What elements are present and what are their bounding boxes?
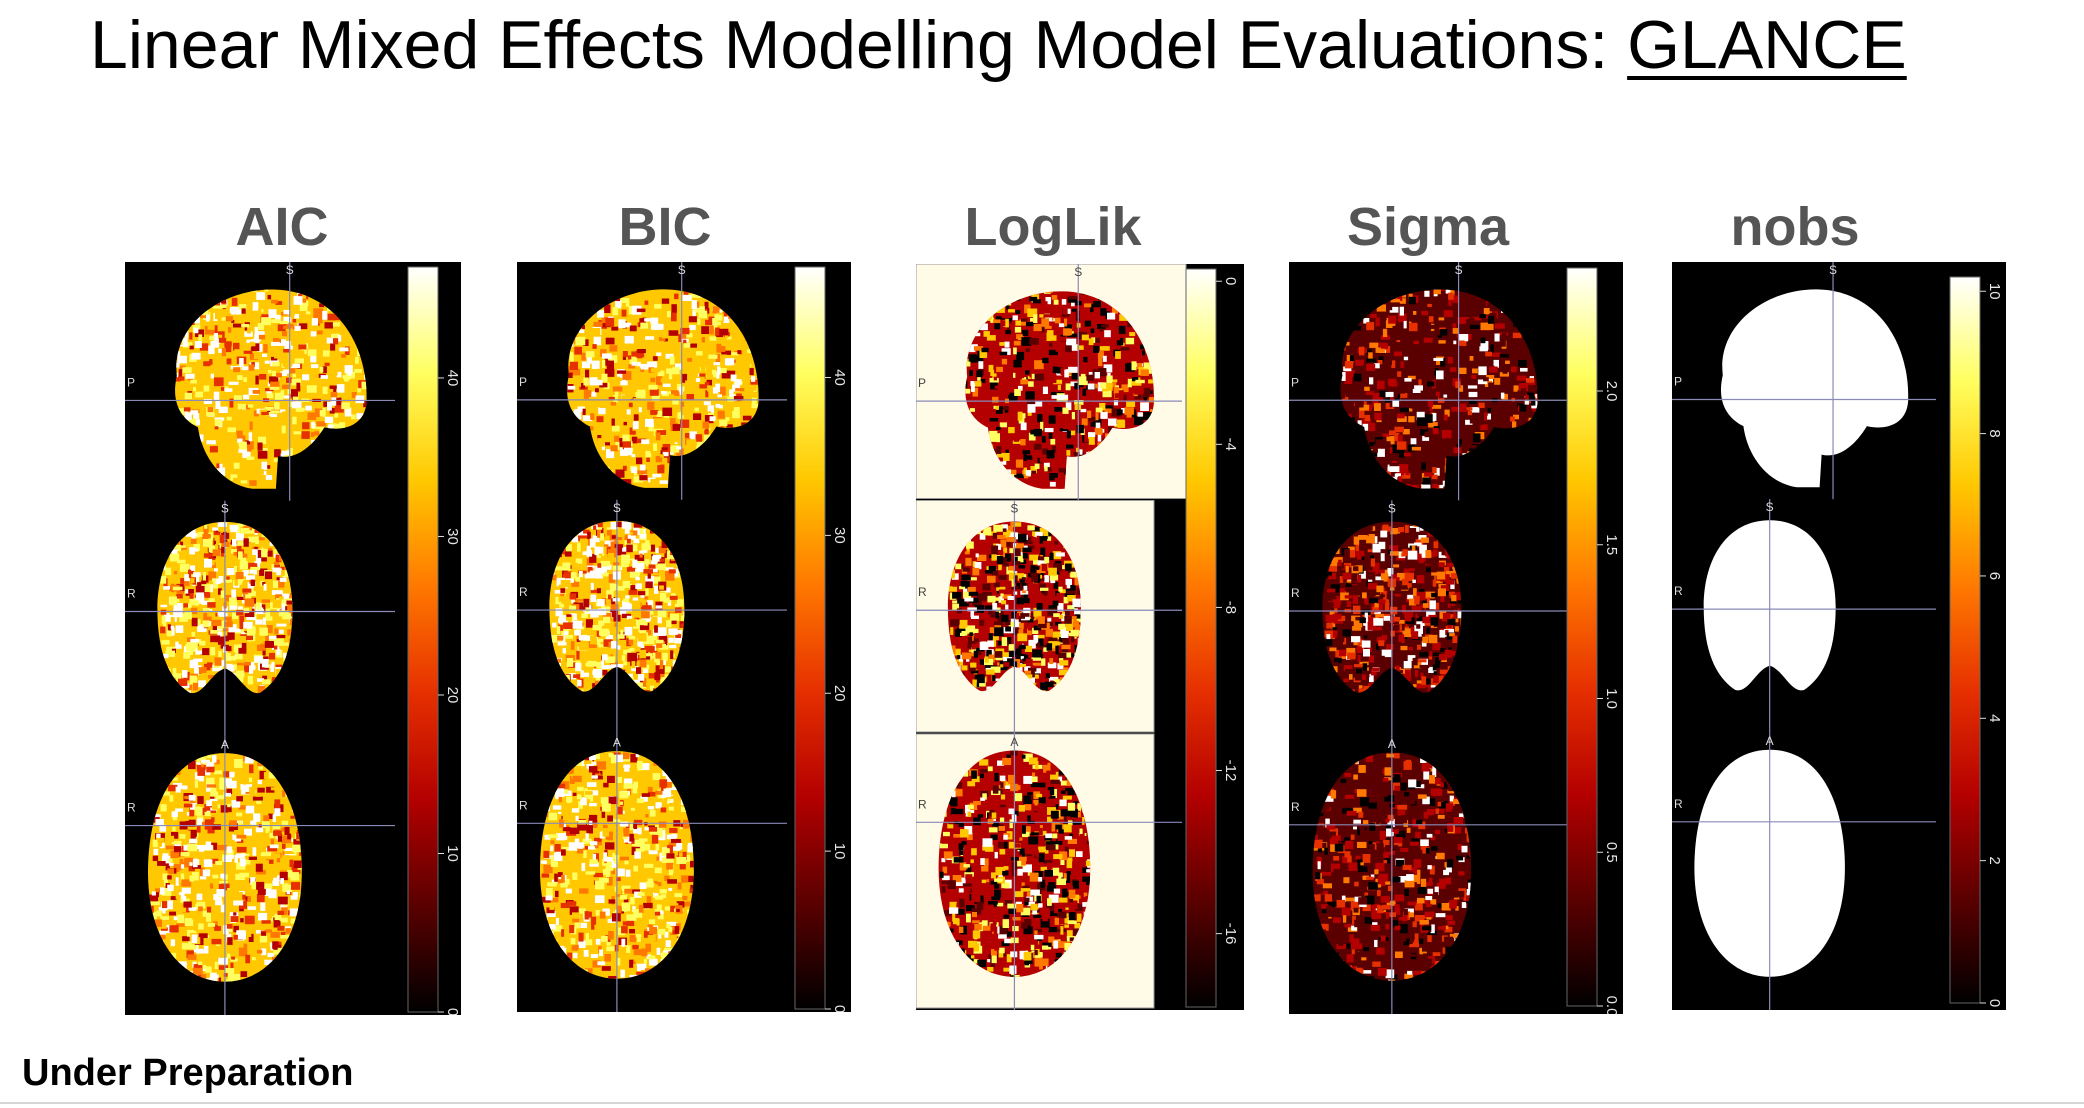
orientation-label-side: R — [519, 798, 528, 812]
colorbar-tick-label: 0 — [831, 1005, 848, 1012]
orientation-label-top: A — [1766, 734, 1774, 748]
colorbar-tick-label: 40 — [444, 370, 461, 387]
orientation-label-top: S — [1766, 500, 1774, 514]
colorbar-tick-label: 20 — [444, 687, 461, 704]
page-title: Linear Mixed Effects Modelling Model Eva… — [90, 6, 1907, 84]
colorbar-tick-label: 30 — [444, 528, 461, 545]
brain-views-loglik: S P S R A R 0 -4 -8 -12 -16 — [916, 264, 1244, 1010]
brain-views-aic: S P S R A R 0 10 20 30 40 — [125, 262, 461, 1015]
orientation-label-top: S — [1074, 265, 1082, 279]
colorbar-tick-label: 0 — [1222, 277, 1239, 285]
orientation-label-top: A — [613, 736, 621, 750]
orientation-label-top: S — [1829, 263, 1837, 277]
brain-views-sigma: S P S R A R 0.0 0.5 1.0 1.5 2.0 — [1289, 262, 1623, 1014]
panel-title-loglik: LogLik — [964, 197, 1142, 257]
orientation-label-side: P — [918, 376, 926, 390]
orientation-label-side: P — [1291, 375, 1299, 389]
panel-nobs: S P S R A R 0 2 4 6 8 10 — [1672, 262, 2006, 1010]
orientation-label-side: P — [127, 375, 135, 389]
colorbar-tick-label: -8 — [1222, 601, 1239, 614]
panel-title-nobs: nobs — [1730, 197, 1860, 257]
colorbar-tick-label: 0.0 — [1603, 996, 1620, 1014]
colorbar-tick-label: 40 — [831, 369, 848, 386]
colorbar-tick-label: 1.0 — [1603, 688, 1620, 709]
orientation-label-side: R — [519, 585, 528, 599]
orientation-label-top: A — [221, 737, 229, 751]
colorbar-tick-label: -16 — [1222, 923, 1239, 945]
colorbar-tick-label: 10 — [1986, 283, 2003, 300]
orientation-label-side: R — [918, 797, 927, 811]
orientation-label-side: R — [1291, 800, 1300, 814]
colorbar-tick-label: 20 — [831, 685, 848, 702]
colorbar-tick-label: 0 — [1986, 999, 2003, 1007]
panel-aic: S P S R A R 0 10 20 30 40 — [125, 262, 461, 1015]
orientation-label-side: R — [1674, 797, 1683, 811]
panel-title-bic: BIC — [618, 197, 712, 257]
orientation-label-top: S — [678, 263, 686, 277]
orientation-label-side: R — [127, 586, 136, 600]
orientation-label-top: S — [613, 501, 621, 515]
orientation-label-side: R — [918, 585, 927, 599]
orientation-label-side: P — [519, 375, 527, 389]
orientation-label-top: S — [1010, 501, 1018, 515]
colorbar-tick-label: 6 — [1986, 572, 2003, 580]
panel-title-aic: AIC — [235, 197, 329, 257]
orientation-label-top: S — [1455, 263, 1463, 277]
brain-views-bic: S P S R A R 0 10 20 30 40 — [517, 262, 851, 1012]
colorbar-tick-label: 10 — [831, 843, 848, 860]
colorbar-tick-label: 0 — [444, 1008, 461, 1015]
colorbar-tick-label: 2 — [1986, 856, 2003, 864]
orientation-label-side: R — [1291, 586, 1300, 600]
title-prefix: Linear Mixed Effects Modelling Model Eva… — [90, 7, 1628, 83]
title-emphasis: GLANCE — [1627, 7, 1907, 83]
footer-divider — [0, 1102, 2084, 1104]
orientation-label-side: R — [127, 801, 136, 815]
orientation-label-side: R — [1674, 584, 1683, 598]
colorbar-tick-label: 2.0 — [1603, 381, 1620, 402]
brain-views-nobs: S P S R A R 0 2 4 6 8 10 — [1672, 262, 2006, 1010]
colorbar-tick-label: -12 — [1222, 760, 1239, 782]
orientation-label-side: P — [1674, 375, 1682, 389]
colorbar-tick-label: 10 — [444, 845, 461, 862]
footer-note: Under Preparation — [22, 1052, 354, 1094]
panel-sigma: S P S R A R 0.0 0.5 1.0 1.5 2.0 — [1289, 262, 1623, 1014]
orientation-label-top: S — [221, 502, 229, 516]
orientation-label-top: S — [1388, 501, 1396, 515]
colorbar-tick-label: -4 — [1222, 438, 1239, 451]
colorbar-tick-label: 8 — [1986, 429, 2003, 437]
orientation-label-top: S — [286, 263, 294, 277]
orientation-label-top: A — [1388, 737, 1396, 751]
colorbar-tick-label: 30 — [831, 527, 848, 544]
panel-title-sigma: Sigma — [1346, 197, 1510, 257]
panel-loglik: S P S R A R 0 -4 -8 -12 -16 — [916, 264, 1244, 1010]
panel-bic: S P S R A R 0 10 20 30 40 — [517, 262, 851, 1012]
colorbar-tick-label: 0.5 — [1603, 842, 1620, 863]
colorbar-tick-label: 1.5 — [1603, 534, 1620, 555]
colorbar-tick-label: 4 — [1986, 714, 2003, 722]
orientation-label-top: A — [1010, 735, 1018, 749]
